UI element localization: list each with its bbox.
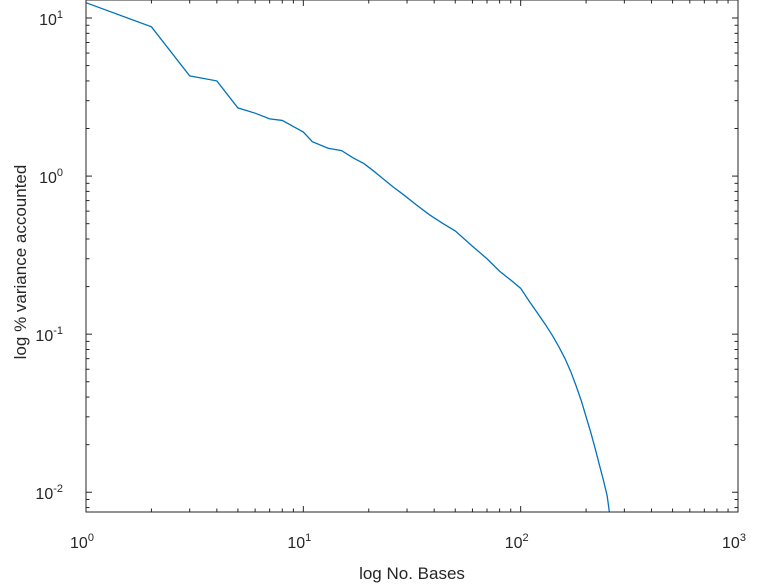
x-tick-label: 101 — [287, 532, 311, 552]
plot-frame — [85, 0, 739, 513]
tick-labels: 100 101 102 103 10-2 10-1 100 101 — [35, 9, 746, 552]
x-tick-label: 103 — [722, 532, 746, 552]
y-tick-label: 101 — [39, 9, 63, 29]
x-tick-label: 102 — [505, 532, 529, 552]
series-line — [85, 2, 611, 513]
y-axis-label: log % variance accounted — [11, 165, 30, 360]
y-tick-label: 100 — [39, 167, 63, 187]
plot-area — [86, 0, 738, 512]
x-tick-label: 100 — [70, 532, 94, 552]
y-tick-label: 10-1 — [35, 325, 63, 345]
y-tick-label: 10-2 — [35, 483, 63, 503]
tick-marks — [85, 0, 739, 512]
x-axis-label: log No. Bases — [359, 564, 465, 583]
